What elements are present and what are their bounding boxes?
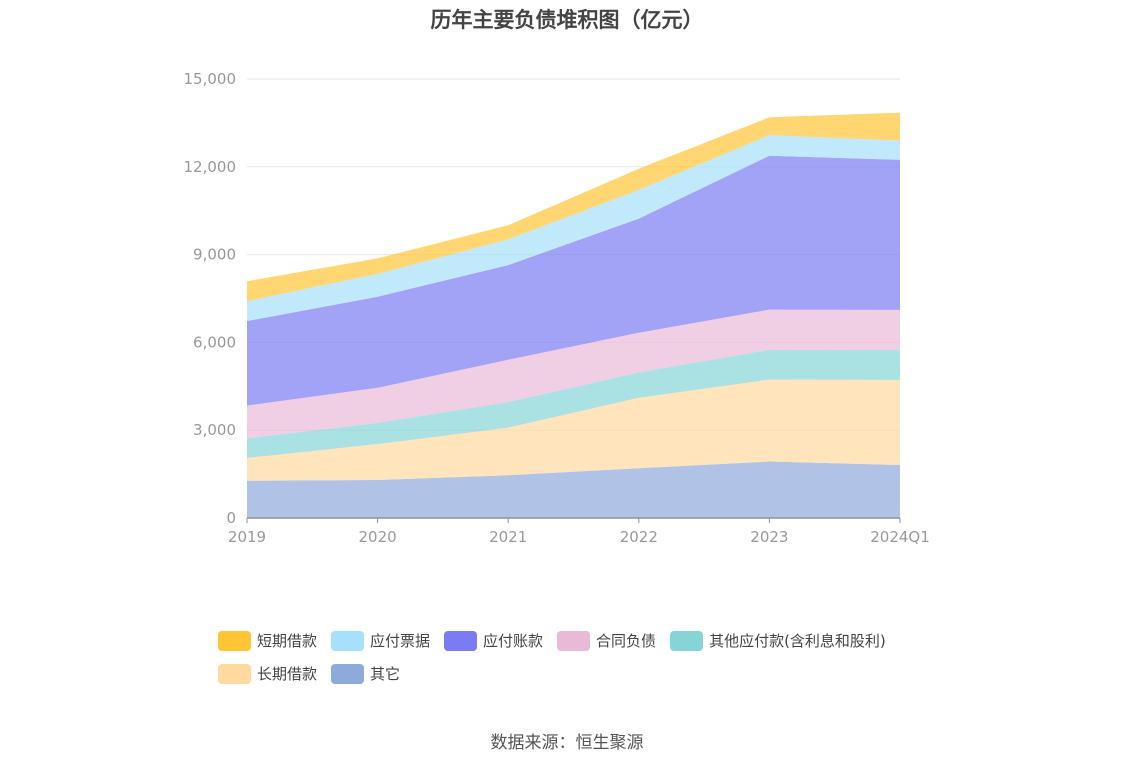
x-tick-label: 2020 [359, 528, 397, 546]
legend-item[interactable]: 长期借款 [218, 663, 317, 684]
area-其他应付款(含利息和股利) [247, 349, 900, 458]
legend-item[interactable]: 其它 [331, 663, 400, 684]
legend-swatch [331, 663, 365, 684]
legend-swatch [218, 630, 251, 651]
x-tick-label: 2021 [489, 528, 527, 546]
legend-label: 合同负债 [596, 632, 657, 650]
legend-item[interactable]: 合同负债 [557, 630, 656, 651]
legend-item[interactable]: 短期借款 [218, 630, 317, 651]
legend-item[interactable]: 其他应付款(含利息和股利) [670, 630, 886, 651]
legend-swatch [218, 663, 251, 684]
data-source: 数据来源：恒生聚源 [490, 733, 644, 753]
x-tick-label: 2019 [228, 528, 266, 546]
x-tick-label: 2022 [620, 528, 658, 546]
legend-swatch [557, 630, 591, 651]
legend-item[interactable]: 应付票据 [331, 630, 430, 651]
y-tick-label: 12,000 [184, 158, 237, 176]
area-合同负债 [247, 309, 900, 439]
legend-swatch [444, 630, 478, 651]
legend-label: 其他应付款(含利息和股利) [709, 632, 886, 650]
chart-title: 历年主要负债堆积图（亿元） [430, 8, 704, 32]
legend-swatch [331, 630, 365, 651]
legend-item[interactable]: 应付账款 [444, 630, 543, 651]
legend: 短期借款 应付票据 应付账款 合同负债 其他应付款(含利息和股利) 长期借款 其它 [218, 630, 938, 696]
area-应付账款 [247, 155, 900, 406]
legend-swatch [670, 630, 704, 651]
legend-label: 其它 [370, 665, 401, 683]
legend-label: 短期借款 [257, 632, 318, 650]
y-tick-label: 15,000 [184, 70, 237, 88]
y-tick-label: 6,000 [193, 333, 236, 351]
legend-label: 应付账款 [483, 632, 544, 650]
y-axis: 0 3,000 6,000 9,000 12,000 15,000 [184, 70, 237, 527]
area-应付票据 [247, 135, 900, 321]
area-series [247, 112, 900, 518]
area-其它 [247, 461, 900, 518]
x-axis: 2019 2020 2021 2022 2023 2024Q1 [228, 517, 930, 546]
legend-label: 应付票据 [370, 632, 431, 650]
stacked-area-chart: 0 3,000 6,000 9,000 12,000 15,000 2019 2020 202… [184, 70, 930, 546]
legend-label: 长期借款 [257, 665, 318, 683]
x-tick-label: 2024Q1 [870, 528, 930, 546]
x-tick-label: 2023 [750, 528, 788, 546]
area-长期借款 [247, 379, 900, 481]
y-tick-label: 3,000 [193, 421, 236, 439]
area-短期借款 [247, 112, 900, 302]
legend-items: 短期借款 应付票据 应付账款 合同负债 其他应付款(含利息和股利) 长期借款 其它 [218, 630, 938, 696]
y-tick-label: 0 [226, 509, 236, 527]
y-tick-label: 9,000 [193, 246, 236, 264]
